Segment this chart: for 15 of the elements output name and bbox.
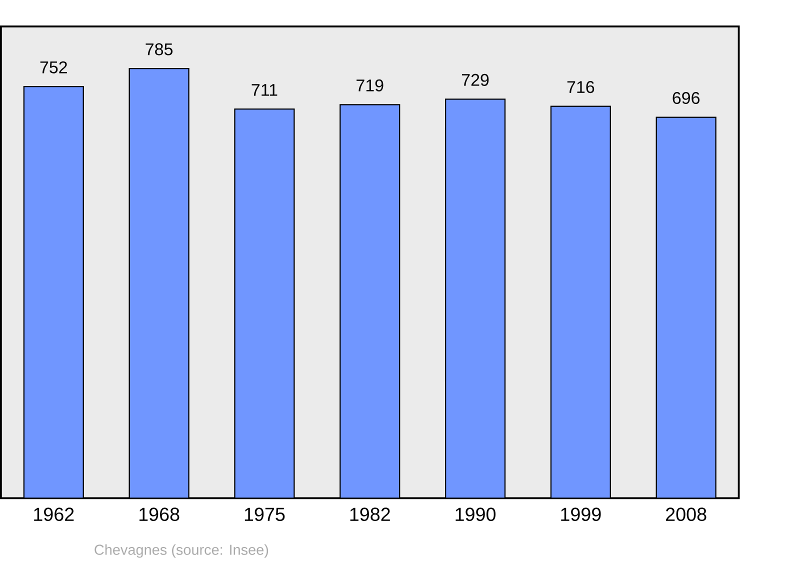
x-tick-label: 1990 [456, 508, 496, 521]
x-tick-label: 1962 [34, 508, 74, 521]
x-tick-label: 1999 [561, 508, 601, 521]
data-label: 696 [672, 92, 700, 104]
data-label: 711 [252, 84, 278, 96]
data-label: 719 [356, 79, 384, 92]
x-tick-label: 1968 [140, 508, 180, 521]
data-label: 729 [462, 74, 489, 86]
data-label: 752 [40, 61, 67, 74]
x-tick-label: 1982 [350, 508, 390, 521]
data-label: 716 [567, 80, 594, 93]
data-label: 785 [146, 43, 173, 56]
text: Chevagnes (source: Insee) [94, 544, 268, 558]
x-tick-label: 1975 [244, 508, 285, 521]
x-tick-label: 2008 [666, 508, 706, 521]
